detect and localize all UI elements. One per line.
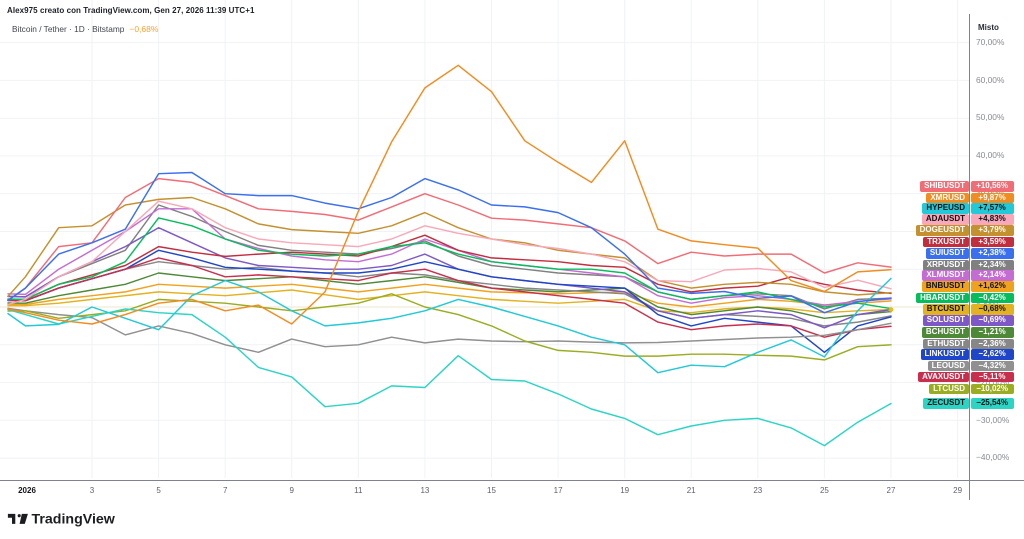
svg-text:TradingView: TradingView bbox=[32, 511, 116, 527]
